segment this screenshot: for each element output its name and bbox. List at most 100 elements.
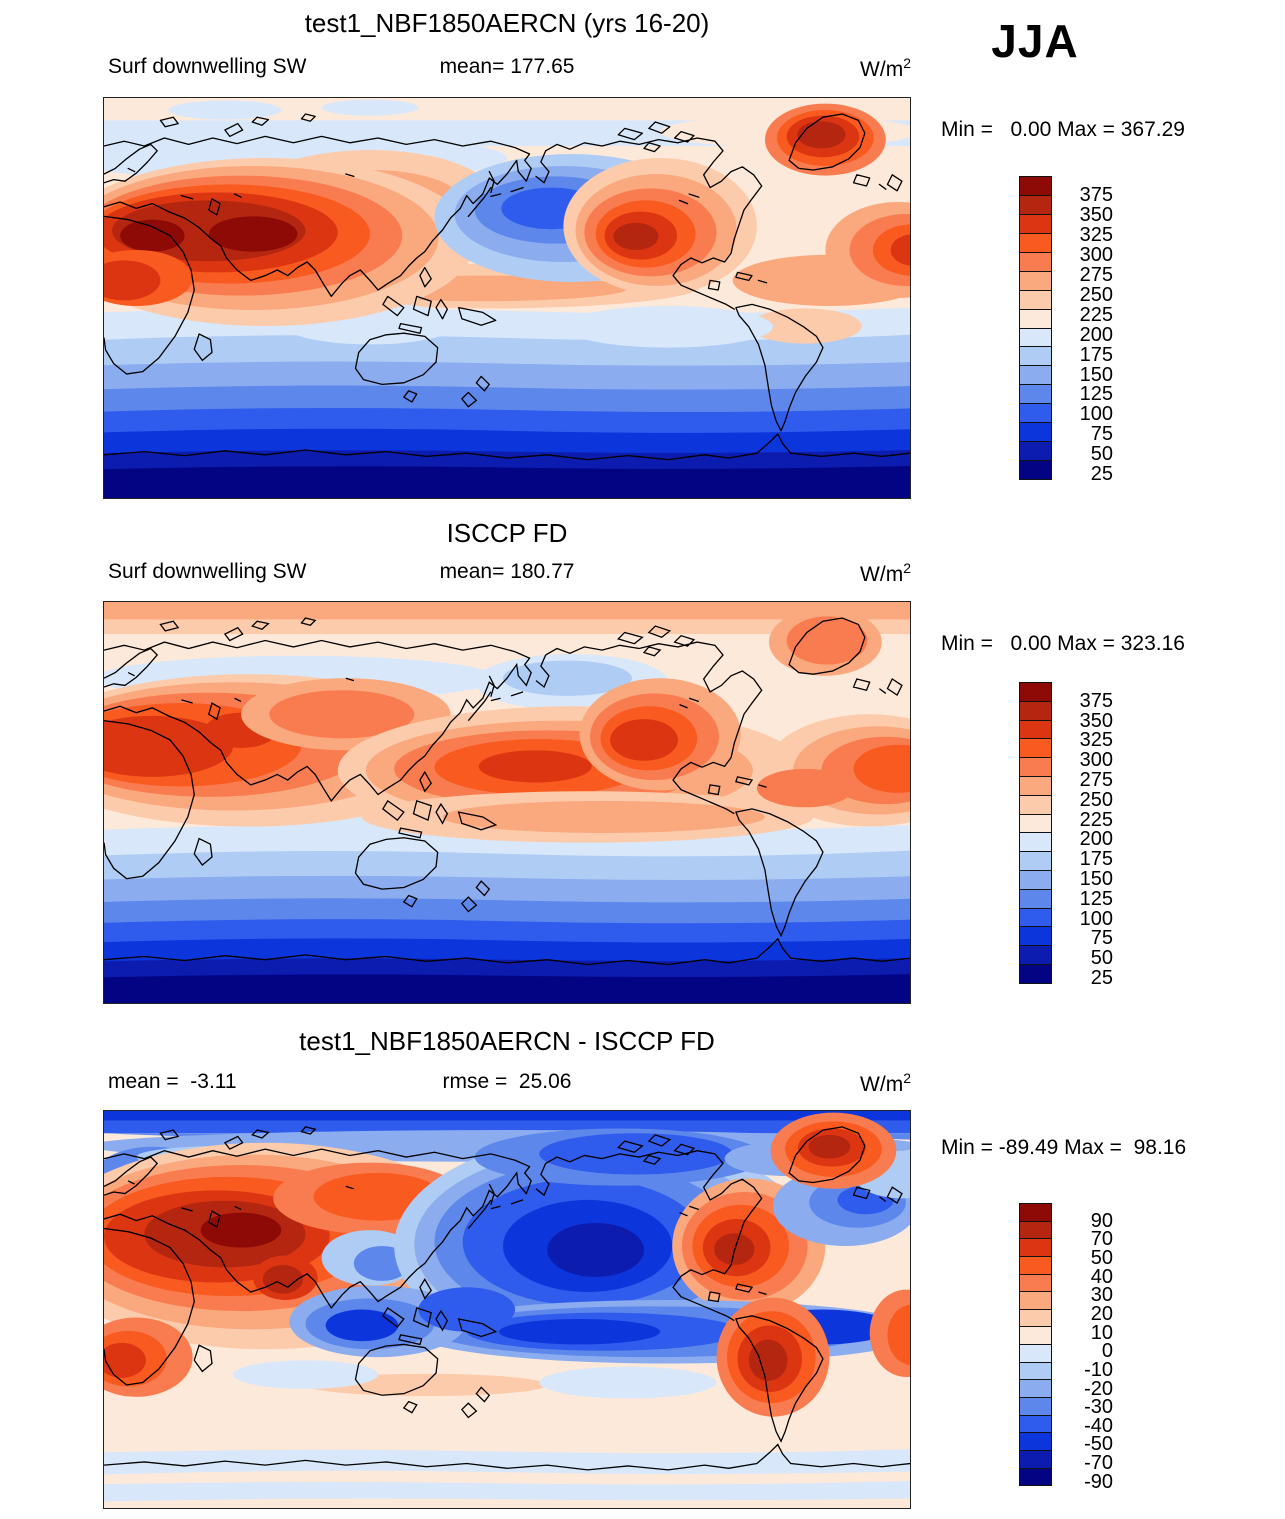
colorbar-tick-label: 0 [1101,1340,1113,1363]
colorbar-swatch [1019,1238,1052,1257]
coastline [104,114,910,460]
panel1-minmax: Min = 0.00 Max = 367.29 [941,118,1185,141]
colorbar-swatch [1019,1344,1052,1363]
panel1-title: test1_NBF1850AERCN (yrs 16-20) [304,8,710,38]
colorbar-labels: 375 350 325 300 275 250 225 200 175 150 125 100 75 50… [1063,176,1113,495]
colorbar-swatch [1019,1308,1052,1328]
colorbar-tick-label: 250 [1079,283,1113,306]
colorbar-tick-label: 50 [1090,443,1113,466]
colorbar-swatch [1019,907,1052,928]
colorbar-swatch [1019,963,1052,984]
colorbar-tick-label: 275 [1079,263,1113,286]
colorbar-swatch [1019,384,1052,405]
colorbar-swatch [1019,1326,1052,1346]
colorbar-obs: 375 350 325 300 275 250 225 200 175 150 125 100 75 50… [1019,682,1113,999]
colorbar-tick-label: 100 [1079,403,1113,426]
panel3-mean-label: mean = -3.11 [108,1070,237,1093]
map-obs [103,601,911,1004]
colorbar-tick-label: 325 [1079,729,1113,752]
map-obs-svg [104,602,910,1003]
colorbar-swatch [1019,832,1052,853]
contour-blobs [104,98,910,498]
panel3-title: test1_NBF1850AERCN - ISCCP FD [299,1026,715,1056]
colorbar-swatch [1019,719,1052,740]
colorbar-swatch [1019,869,1052,890]
colorbar-labels: 90 70 50 40 30 20 10 0 -10 -20 -30 -40 -50 -70 -90 [1063,1203,1113,1501]
colorbar-tick-label: 25 [1090,967,1113,989]
colorbar-tick-label: 75 [1090,927,1113,950]
map-model [103,97,911,499]
colorbar-tick-label: 375 [1079,689,1113,712]
colorbar-tick-label: 350 [1079,203,1113,226]
map-difference [103,1110,911,1509]
colorbar-tick-label: 150 [1079,363,1113,386]
colorbar-tick-label: 10 [1090,1321,1113,1344]
panel1-mean-label: mean= 177.65 [439,55,575,78]
colorbar-swatch [1019,289,1052,310]
colorbar-swatch [1019,346,1052,367]
colorbar-swatch [1019,1255,1052,1275]
colorbar-tick-label: 125 [1079,383,1113,406]
colorbar-tick-label: 275 [1079,769,1113,791]
contour-blobs [104,602,910,1003]
contour-blobs [104,1111,910,1508]
colorbar-swatch [1019,1203,1052,1222]
colorbar-swatch [1019,1291,1052,1310]
colorbar-swatch [1019,1414,1052,1434]
colorbar-tick-label: 50 [1090,1246,1113,1269]
panel2-units-label: W/m2 [860,560,911,586]
map-difference-svg [104,1111,910,1508]
colorbar-tick-label: 30 [1090,1284,1113,1307]
colorbar-swatch [1019,213,1052,234]
colorbar-tick-label: -40 [1084,1414,1113,1437]
colorbar-swatch [1019,327,1052,348]
colorbar-swatch [1019,194,1052,215]
panel2-mean-label: mean= 180.77 [439,560,575,583]
colorbar-swatch [1019,1432,1052,1451]
colorbar-labels: 375 350 325 300 275 250 225 200 175 150 125 100 75 50… [1063,682,1113,999]
colorbar-swatch [1019,365,1052,386]
colorbar-swatch [1019,251,1052,272]
colorbar-tick-label: 90 [1090,1209,1113,1232]
colorbar-tick-label: 70 [1090,1228,1113,1251]
colorbar-swatch [1019,1361,1052,1381]
colorbar-swatch [1019,460,1052,480]
panel3-rmse-label: rmse = 25.06 [442,1070,572,1093]
colorbar-swatch [1019,738,1052,759]
colorbar-swatch [1019,308,1052,329]
colorbar-tick-label: 20 [1090,1302,1113,1325]
colorbar-tick-label: -90 [1084,1470,1113,1493]
colorbar-swatch [1019,1220,1052,1240]
colorbar-tick-label: -50 [1084,1433,1113,1456]
panel3-units-label: W/m2 [860,1070,911,1096]
colorbar-swatch [1019,1449,1052,1469]
colorbar-tick-label: 350 [1079,709,1113,732]
colorbar-tick-label: 175 [1079,848,1113,871]
colorbar-tick-label: 175 [1079,343,1113,366]
colorbar-tick-label: 250 [1079,788,1113,811]
colorbar-swatch [1019,422,1052,443]
panel2-variable-label: Surf downwelling SW [108,560,307,583]
colorbar-swatch [1019,1397,1052,1416]
colorbar-swatch [1019,682,1052,702]
colorbar-swatch [1019,945,1052,965]
colorbar-swatch [1019,888,1052,909]
colorbar-tick-label: 300 [1079,749,1113,772]
colorbar-swatch [1019,813,1052,834]
colorbar-tick-label: 200 [1079,828,1113,851]
colorbar-swatch [1019,441,1052,462]
panel1-units-label: W/m2 [860,55,911,81]
colorbar-tick-label: 150 [1079,868,1113,890]
colorbar-difference: 90 70 50 40 30 20 10 0 -10 -20 -30 -40 -50 -70 -90 [1019,1203,1113,1501]
panel2-title: ISCCP FD [446,518,568,548]
colorbar-tick-label: 375 [1079,183,1113,206]
colorbar-tick-label: -10 [1084,1358,1113,1381]
panel3-minmax: Min = -89.49 Max = 98.16 [941,1136,1187,1159]
colorbar-swatch [1019,757,1052,777]
season-label: JJA [991,15,1079,67]
colorbar-swatch [1019,403,1052,424]
map-model-svg [104,98,910,498]
colorbar-swatch [1019,1379,1052,1399]
colorbar-swatch [1019,926,1052,947]
colorbar-swatch [1019,794,1052,815]
